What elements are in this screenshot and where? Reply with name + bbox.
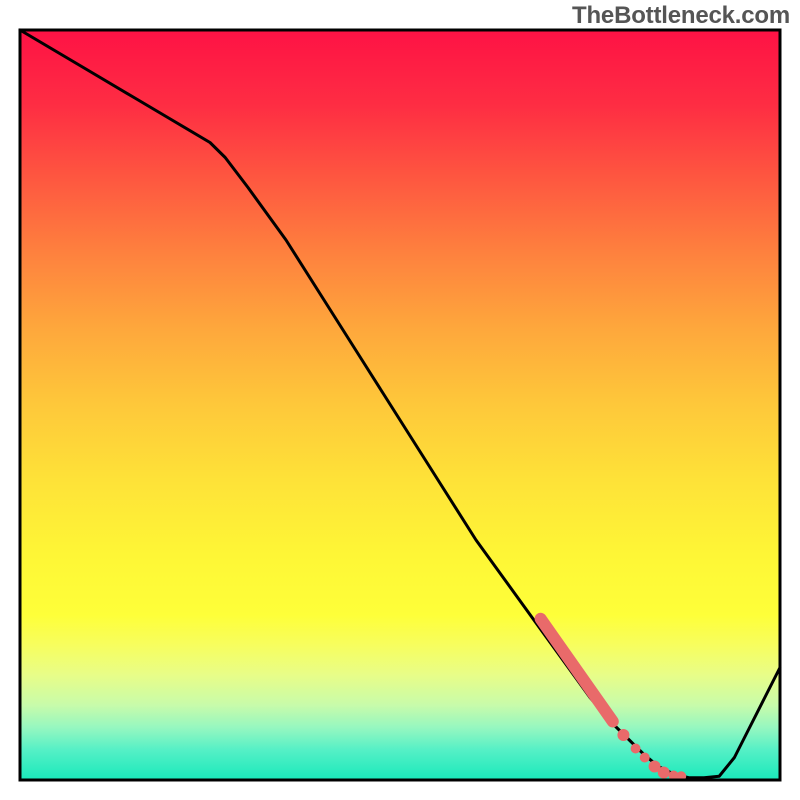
- chart-container: TheBottleneck.com: [0, 0, 800, 800]
- highlight-dot: [640, 753, 650, 763]
- highlight-dot: [631, 744, 641, 754]
- plot-background: [20, 30, 780, 780]
- bottleneck-chart: [0, 0, 800, 800]
- watermark-text: TheBottleneck.com: [572, 2, 790, 30]
- highlight-dot: [617, 729, 629, 741]
- highlight-dot: [658, 767, 670, 779]
